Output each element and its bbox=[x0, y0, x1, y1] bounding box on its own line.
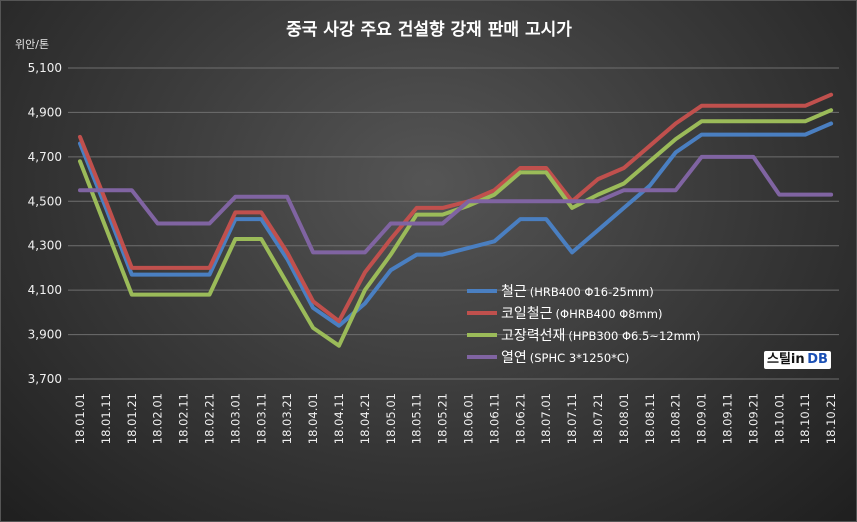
x-tick-label: 18.01.01 bbox=[73, 393, 87, 444]
y-tick-label: 4,700 bbox=[28, 150, 62, 164]
y-axis-unit-label: 위안/톤 bbox=[15, 38, 49, 51]
x-tick-label: 18.06.11 bbox=[487, 393, 501, 444]
legend-entry: 열연 (SPHC 3*1250*C) bbox=[501, 350, 629, 366]
gridlines bbox=[68, 67, 839, 380]
x-axis-ticks: 18.01.01 18.01.11 18.01.21 18.02.01 18.02.11… bbox=[73, 393, 838, 444]
x-tick-label: 18.07.11 bbox=[565, 393, 579, 444]
series-line-2 bbox=[78, 108, 834, 348]
x-tick-label: 18.01.21 bbox=[125, 393, 139, 444]
x-tick-label: 18.04.21 bbox=[358, 393, 372, 444]
legend-series-name: 철근 bbox=[501, 284, 527, 300]
x-tick-label: 18.10.01 bbox=[772, 393, 786, 444]
legend-series-name: 열연 bbox=[501, 350, 527, 366]
legend-series-name: 고장력선재 bbox=[501, 328, 565, 344]
x-tick-label: 18.02.01 bbox=[151, 393, 165, 444]
logo-part-1: 스틸 bbox=[767, 352, 791, 367]
x-tick-label: 18.06.01 bbox=[462, 393, 476, 444]
y-axis-ticks: 3,700 3,900 4,100 4,300 4,500 4,700 4,900 5,100 bbox=[28, 61, 62, 386]
legend-series-name: 코일철근 bbox=[501, 306, 553, 322]
x-tick-label: 18.09.01 bbox=[695, 393, 709, 444]
x-tick-label: 18.07.21 bbox=[591, 393, 605, 444]
x-tick-label: 18.02.21 bbox=[203, 393, 217, 444]
x-tick-label: 18.03.11 bbox=[254, 393, 268, 444]
x-tick-label: 18.10.21 bbox=[824, 393, 838, 444]
x-tick-label: 18.04.11 bbox=[332, 393, 346, 444]
x-tick-label: 18.09.11 bbox=[721, 393, 735, 444]
x-tick-label: 18.08.01 bbox=[617, 393, 631, 444]
logo-part-3: DB bbox=[807, 352, 828, 367]
chart-title: 중국 사강 주요 건설향 강재 판매 고시가 bbox=[286, 19, 572, 40]
x-tick-label: 18.03.01 bbox=[228, 393, 242, 444]
legend-series-spec: (HRB400 Φ16-25mm) bbox=[530, 285, 654, 299]
x-tick-label: 18.09.21 bbox=[746, 393, 760, 444]
series-lines bbox=[78, 92, 834, 348]
y-tick-label: 4,500 bbox=[28, 194, 62, 208]
x-tick-label: 18.05.01 bbox=[384, 393, 398, 444]
y-tick-label: 4,100 bbox=[28, 283, 62, 297]
x-tick-label: 18.01.11 bbox=[99, 393, 113, 444]
x-tick-label: 18.03.21 bbox=[280, 393, 294, 444]
x-tick-label: 18.02.11 bbox=[177, 393, 191, 444]
x-tick-label: 18.08.21 bbox=[669, 393, 683, 444]
logo-part-2: in bbox=[790, 352, 805, 367]
x-tick-label: 18.05.21 bbox=[436, 393, 450, 444]
y-tick-label: 5,100 bbox=[28, 61, 62, 75]
x-tick-label: 18.08.11 bbox=[643, 393, 657, 444]
legend-series-spec: (SPHC 3*1250*C) bbox=[530, 351, 630, 365]
legend: 철근 (HRB400 Φ16-25mm) 코일철근 (ΦHRB400 Φ8mm) 고장력… bbox=[467, 284, 700, 366]
y-tick-label: 4,900 bbox=[28, 105, 62, 119]
series-line-3 bbox=[78, 154, 834, 255]
x-tick-label: 18.05.11 bbox=[410, 393, 424, 444]
series-line-1 bbox=[78, 92, 834, 324]
legend-entry: 코일철근 (ΦHRB400 Φ8mm) bbox=[501, 306, 662, 322]
series-line-0 bbox=[78, 121, 834, 328]
legend-series-spec: (ΦHRB400 Φ8mm) bbox=[556, 307, 663, 321]
x-tick-label: 18.06.21 bbox=[513, 393, 527, 444]
y-tick-label: 3,700 bbox=[28, 372, 62, 386]
y-tick-label: 3,900 bbox=[28, 328, 62, 342]
legend-entry: 철근 (HRB400 Φ16-25mm) bbox=[501, 284, 654, 300]
x-tick-label: 18.10.11 bbox=[798, 393, 812, 444]
x-tick-label: 18.07.01 bbox=[539, 393, 553, 444]
y-tick-label: 4,300 bbox=[28, 239, 62, 253]
x-tick-label: 18.04.01 bbox=[306, 393, 320, 444]
legend-series-spec: (HPB300 Φ6.5~12mm) bbox=[568, 329, 700, 343]
steelindb-logo: 스틸in DB bbox=[764, 351, 831, 369]
legend-entry: 고장력선재 (HPB300 Φ6.5~12mm) bbox=[501, 328, 700, 344]
